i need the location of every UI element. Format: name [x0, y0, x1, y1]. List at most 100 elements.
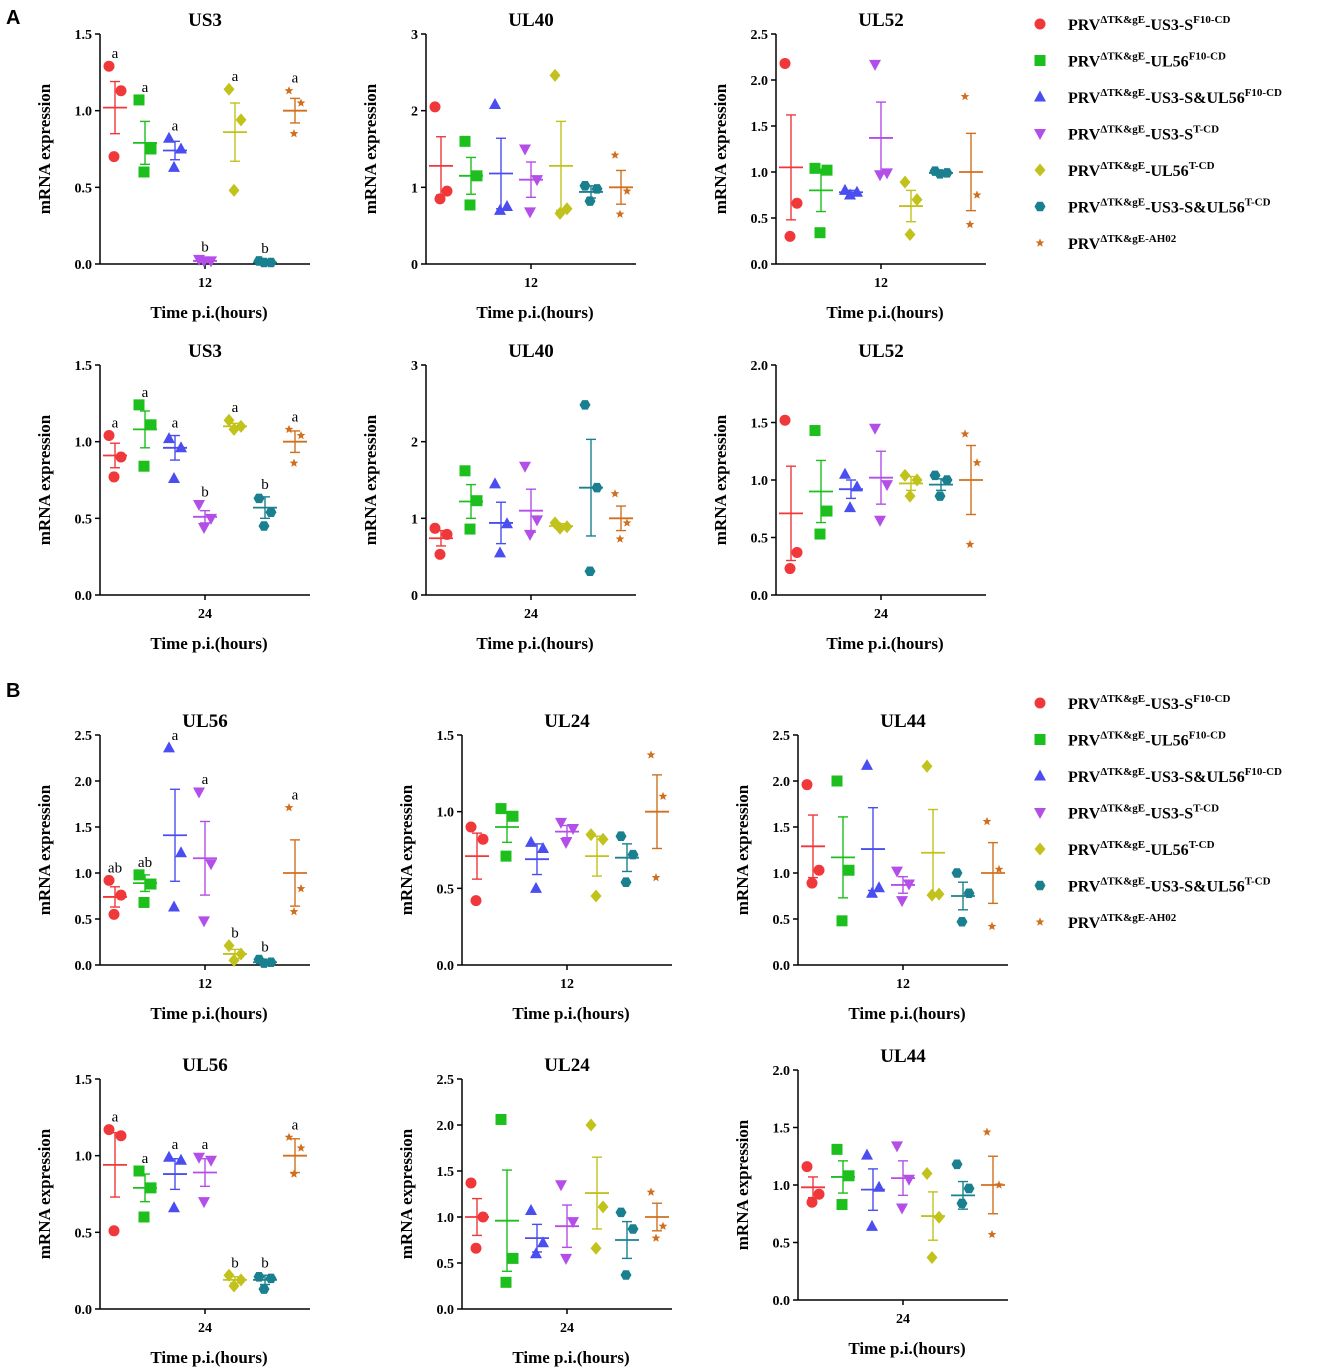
legends: PRVΔTK&gE-US3-SF10-CD PRVΔTK&gE-UL56F10-C…	[1034, 14, 1282, 932]
legend-marker	[1034, 769, 1046, 781]
data-point	[994, 864, 1004, 874]
group-5	[899, 468, 923, 503]
chart-title: US3	[188, 10, 222, 31]
legend-entry: PRVΔTK&gE-US3-ST-CD	[1068, 803, 1219, 823]
data-point	[537, 1236, 549, 1248]
data-point	[441, 528, 453, 540]
y-tick-label: 0.0	[751, 589, 769, 604]
data-point	[963, 888, 975, 899]
significance-letter: a	[292, 1117, 299, 1133]
y-tick-label: 1	[411, 181, 418, 196]
data-point	[891, 1141, 903, 1153]
group-3	[861, 1148, 885, 1231]
data-point	[579, 400, 591, 410]
data-point	[584, 196, 596, 206]
legend-marker	[1034, 90, 1046, 102]
group-6	[579, 181, 603, 206]
y-tick-label: 1.5	[75, 28, 93, 43]
y-tick-label: 2.0	[751, 359, 769, 374]
y-axis-label: mRNA expression	[361, 414, 380, 545]
group-3	[525, 1204, 549, 1259]
data-point	[168, 1201, 180, 1213]
data-point	[813, 864, 825, 876]
group-1: a	[103, 46, 127, 163]
legend-entry: PRVΔTK&gE-UL56T-CD	[1068, 839, 1215, 859]
data-point	[903, 1174, 915, 1186]
y-axis-label: mRNA expression	[397, 784, 416, 915]
data-point	[610, 489, 620, 498]
data-point	[108, 1225, 120, 1237]
data-point	[500, 850, 512, 862]
data-point	[851, 480, 863, 492]
significance-letter: a	[292, 788, 299, 804]
x-tick-label: 24	[560, 1321, 574, 1336]
group-3	[839, 467, 863, 513]
x-axis-label: Time p.i.(hours)	[512, 1004, 629, 1023]
data-point	[193, 500, 205, 512]
y-tick-label: 1.5	[75, 821, 93, 836]
data-point	[844, 188, 856, 200]
data-point	[809, 162, 821, 174]
data-point	[108, 151, 120, 163]
group-7	[959, 91, 983, 229]
x-tick-label: 24	[874, 607, 888, 622]
data-point	[531, 515, 543, 527]
chart-12: UL44 0.0 0.5 1.0 1.5 2.0 24 Time p.i.(hours) mRN…	[733, 1046, 1008, 1358]
data-point	[911, 193, 923, 207]
data-point	[994, 1180, 1004, 1189]
group-1	[465, 821, 489, 907]
data-point	[874, 170, 886, 182]
group-7	[645, 1187, 669, 1242]
data-point	[138, 1211, 150, 1223]
group-4: b	[193, 239, 217, 268]
data-point	[235, 1273, 247, 1287]
data-point	[972, 458, 982, 467]
data-point	[253, 493, 265, 504]
group-5: a	[223, 400, 247, 436]
legend-entry: PRVΔTK&gE-US3-ST-CD	[1068, 124, 1219, 144]
group-7: a	[283, 409, 307, 467]
group-4	[891, 866, 915, 908]
y-tick-label: 1.0	[437, 1211, 455, 1226]
group-3: a	[163, 416, 187, 483]
data-point	[289, 907, 299, 916]
group-1	[779, 414, 803, 575]
chart-8: UL24 0.0 0.5 1.0 1.5 12 Time p.i.(hours) mRNA e…	[397, 711, 672, 1023]
data-point	[168, 900, 180, 912]
data-point	[175, 1153, 187, 1165]
data-point	[651, 873, 661, 882]
group-7	[609, 150, 633, 218]
y-tick-label: 0.5	[75, 181, 93, 196]
data-point	[228, 1279, 240, 1293]
y-tick-label: 1.5	[437, 1165, 455, 1180]
significance-letter: a	[112, 1110, 119, 1126]
data-point	[921, 1167, 933, 1180]
data-point	[831, 1143, 843, 1155]
data-point	[934, 169, 946, 179]
data-point	[477, 1211, 489, 1223]
data-point	[258, 1284, 270, 1294]
group-2	[495, 803, 519, 862]
data-point	[471, 170, 483, 182]
panel-label-a: A	[6, 7, 20, 29]
legend-entry: PRVΔTK&gE-UL56F10-CD	[1068, 730, 1226, 750]
data-point	[145, 1182, 157, 1194]
legend-entry: PRVΔTK&gE-US3-S&UL56F10-CD	[1068, 766, 1282, 786]
legend-marker	[1034, 55, 1046, 66]
y-tick-label: 0.5	[75, 1226, 93, 1241]
group-2	[809, 162, 833, 239]
data-point	[537, 841, 549, 853]
chart-title: UL52	[858, 10, 903, 31]
x-tick-label: 12	[198, 276, 212, 291]
data-point	[861, 758, 873, 770]
data-point	[507, 810, 519, 822]
group-5: b	[223, 926, 247, 967]
chart-5: UL40 0 1 2 3 24 Time p.i.(hours) mRNA expressio…	[361, 341, 636, 653]
y-tick-label: 0.5	[75, 512, 93, 527]
data-point	[265, 1273, 277, 1284]
y-tick-label: 1	[411, 512, 418, 527]
data-point	[524, 207, 536, 219]
data-point	[289, 1169, 299, 1178]
y-tick-label: 2.0	[773, 1064, 791, 1079]
